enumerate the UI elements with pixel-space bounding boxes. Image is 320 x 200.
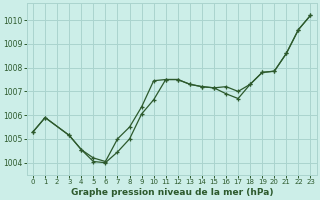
X-axis label: Graphe pression niveau de la mer (hPa): Graphe pression niveau de la mer (hPa) [70, 188, 273, 197]
